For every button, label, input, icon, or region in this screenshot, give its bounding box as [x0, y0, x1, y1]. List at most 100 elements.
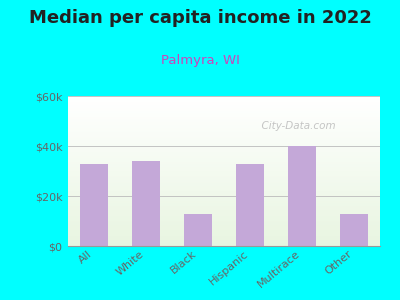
Bar — [68, 236, 380, 237]
Bar — [68, 198, 380, 200]
Bar — [68, 226, 380, 228]
Bar — [68, 150, 380, 152]
Bar — [68, 204, 380, 206]
Bar — [68, 196, 380, 198]
Bar — [68, 219, 380, 220]
Bar — [68, 136, 380, 138]
Bar — [68, 218, 380, 219]
Bar — [68, 148, 380, 150]
Bar — [68, 192, 380, 194]
Bar — [68, 189, 380, 190]
Bar — [68, 225, 380, 226]
Bar — [68, 195, 380, 196]
Bar — [184, 214, 212, 246]
Bar — [68, 183, 380, 184]
Bar — [68, 122, 380, 123]
Bar — [68, 96, 380, 98]
Bar — [68, 168, 380, 170]
Bar — [68, 146, 380, 147]
Bar — [68, 158, 380, 159]
Bar — [68, 230, 380, 231]
Bar — [68, 116, 380, 117]
Bar — [68, 162, 380, 164]
Bar — [68, 188, 380, 189]
Bar — [68, 135, 380, 136]
Bar — [68, 142, 380, 144]
Bar — [68, 126, 380, 128]
Bar — [68, 102, 380, 104]
Bar — [68, 231, 380, 232]
Bar — [68, 112, 380, 114]
Bar — [68, 140, 380, 141]
Bar — [68, 147, 380, 148]
Bar — [68, 159, 380, 160]
Bar — [68, 186, 380, 188]
Bar — [288, 146, 316, 246]
Bar — [68, 132, 380, 134]
Bar — [80, 164, 108, 246]
Bar — [68, 184, 380, 186]
Bar — [68, 154, 380, 156]
Bar — [68, 206, 380, 207]
Bar — [68, 237, 380, 238]
Bar — [68, 172, 380, 174]
Bar — [68, 164, 380, 165]
Bar — [68, 208, 380, 210]
Bar — [68, 165, 380, 166]
Bar — [68, 220, 380, 222]
Bar — [68, 156, 380, 158]
Bar — [68, 240, 380, 242]
Bar — [68, 134, 380, 135]
Bar — [68, 242, 380, 243]
Bar — [68, 212, 380, 213]
Bar — [68, 128, 380, 129]
Bar — [68, 123, 380, 124]
Bar — [68, 98, 380, 99]
Bar — [68, 124, 380, 126]
Bar — [68, 177, 380, 178]
Bar — [68, 100, 380, 102]
Bar — [68, 202, 380, 204]
Bar — [68, 228, 380, 230]
Bar — [68, 182, 380, 183]
Text: City-Data.com: City-Data.com — [255, 121, 336, 131]
Bar — [68, 99, 380, 100]
Bar — [68, 201, 380, 202]
Bar — [68, 167, 380, 168]
Bar — [68, 176, 380, 177]
Bar — [68, 224, 380, 225]
Bar — [68, 200, 380, 201]
Bar — [68, 111, 380, 112]
Bar — [68, 153, 380, 154]
Bar — [68, 144, 380, 146]
Bar — [68, 152, 380, 153]
Bar — [68, 178, 380, 180]
Bar — [68, 138, 380, 140]
Bar — [68, 234, 380, 236]
Bar — [68, 213, 380, 214]
Bar — [68, 243, 380, 244]
Bar — [68, 214, 380, 216]
Bar — [68, 114, 380, 116]
Bar — [68, 110, 380, 111]
Bar — [68, 118, 380, 120]
Bar — [68, 169, 380, 171]
Bar — [68, 232, 380, 234]
Bar — [68, 238, 380, 240]
Bar — [68, 216, 380, 218]
Bar — [132, 161, 160, 246]
Bar — [68, 141, 380, 142]
Bar — [68, 130, 380, 132]
Bar — [68, 160, 380, 162]
Bar — [68, 190, 380, 192]
Bar — [340, 214, 368, 246]
Bar — [68, 129, 380, 130]
Bar — [68, 120, 380, 122]
Bar — [68, 108, 380, 110]
Bar — [68, 171, 380, 172]
Bar — [68, 210, 380, 212]
Bar — [236, 164, 264, 246]
Bar — [68, 194, 380, 195]
Bar — [68, 105, 380, 106]
Bar — [68, 117, 380, 118]
